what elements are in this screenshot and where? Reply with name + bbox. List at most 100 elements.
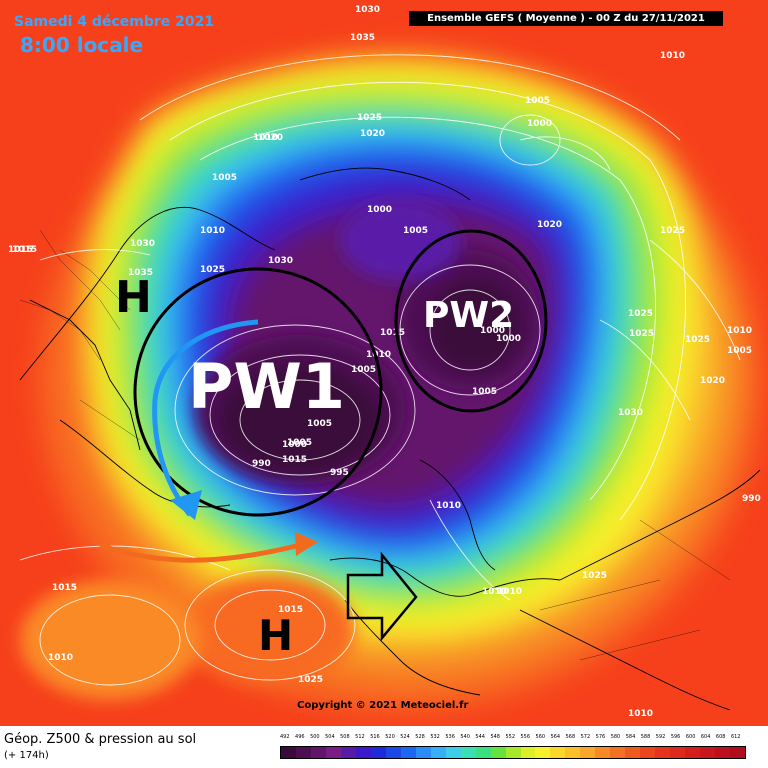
pressure-label: 1000: [282, 440, 307, 450]
colorbar-cell: [415, 747, 431, 758]
pressure-label: 1005: [307, 419, 332, 429]
colorbar: [280, 746, 746, 759]
pressure-label: 1010: [727, 326, 752, 336]
pressure-label: 1025: [200, 265, 225, 275]
flow-arrowhead-orange: [295, 532, 318, 556]
pressure-label: 1015: [8, 245, 33, 255]
colorbar-cell: [550, 747, 566, 758]
colorbar-tick-label: 512: [355, 734, 365, 740]
ensemble-run-label: Ensemble GEFS ( Moyenne ) - 00 Z du 27/1…: [409, 11, 723, 26]
pressure-label: 1010: [48, 653, 73, 663]
flow-arrow-orange: [99, 542, 301, 563]
pressure-label: 1015: [282, 455, 307, 465]
pressure-label: 1005: [472, 387, 497, 397]
pressure-label: 1005: [351, 365, 376, 375]
colorbar-cell: [535, 747, 551, 758]
pressure-label: 1025: [685, 335, 710, 345]
colorbar-tick-label: 532: [430, 734, 440, 740]
colorbar-cell: [355, 747, 371, 758]
colorbar-cell: [565, 747, 581, 758]
colorbar-cell: [685, 747, 701, 758]
pressure-label: 1035: [128, 268, 153, 278]
colorbar-tick-label: 576: [595, 734, 606, 740]
pressure-label: 1005: [525, 96, 550, 106]
colorbar-cell: [490, 747, 506, 758]
pressure-label: 1015: [380, 328, 405, 338]
pressure-label: 1010: [253, 133, 278, 143]
colorbar-cell: [295, 747, 311, 758]
pressure-label: 1025: [660, 226, 685, 236]
colorbar-tick-label: 544: [475, 734, 485, 740]
colorbar-tick-label: 596: [670, 734, 681, 740]
product-title: Géop. Z500 & pression au sol: [4, 732, 197, 747]
colorbar-tick-label: 548: [490, 734, 500, 740]
colorbar-tick-label: 608: [715, 734, 726, 740]
vortex-cores: [195, 200, 540, 485]
colorbar-tick-label: 580: [610, 734, 621, 740]
pressure-label: 1005: [727, 346, 752, 356]
pressure-label: 1005: [287, 438, 312, 448]
colorbar-cell: [475, 747, 491, 758]
pw1-circle: [133, 267, 383, 517]
pressure-label: 1010: [628, 709, 653, 719]
pressure-label: 1010: [436, 501, 461, 511]
pw2-label: PW2: [423, 295, 514, 336]
colorbar-tick-label: 592: [655, 734, 666, 740]
colorbar-tick-label: 528: [415, 734, 425, 740]
pressure-label: 1030: [618, 408, 643, 418]
colorbar-tick-label: 556: [520, 734, 531, 740]
colorbar-cell: [625, 747, 641, 758]
pressure-label: 1000: [527, 119, 552, 129]
colorbar-cell: [655, 747, 671, 758]
pressure-label: 1025: [357, 113, 382, 123]
forecast-time: 8:00 locale: [20, 33, 144, 57]
colorbar-cell: [385, 747, 401, 758]
pressure-label: 990: [252, 459, 271, 469]
colorbar-tick-label: 600: [685, 734, 696, 740]
colorbar-tick-label: 524: [400, 734, 410, 740]
pressure-label: 1030: [268, 256, 293, 266]
colorbar-labels: 492 496 500 504 508 512 516 520 524 528 532 536 540 5…: [280, 734, 746, 740]
pressure-label: 1010: [200, 226, 225, 236]
pressure-labels: 1030103510101005100010251020102010051000…: [8, 5, 761, 719]
pressure-label: 1015: [278, 605, 303, 615]
pressure-label: 1020: [537, 220, 562, 230]
high-label-atlantic: H: [258, 611, 293, 660]
pressure-label: 1015: [12, 245, 37, 255]
copyright-notice: Copyright © 2021 Meteociel.fr: [297, 700, 469, 711]
colorbar-cell: [715, 747, 731, 758]
pressure-label: 1015: [52, 583, 77, 593]
colorbar-tick-label: 604: [700, 734, 711, 740]
colorbar-cell: [400, 747, 416, 758]
colorbar-tick-label: 584: [625, 734, 636, 740]
colorbar-tick-label: 492: [280, 734, 290, 740]
colorbar-tick-label: 504: [325, 734, 335, 740]
pressure-label: 1030: [130, 239, 155, 249]
colorbar-tick-label: 500: [310, 734, 320, 740]
pressure-label: 1005: [403, 226, 428, 236]
pressure-label: 1020: [360, 129, 385, 139]
circulation-arrowhead-blue: [170, 490, 202, 520]
pressure-label: 1025: [582, 571, 607, 581]
colorbar-cell: [730, 747, 746, 758]
colorbar-tick-label: 508: [340, 734, 350, 740]
forecast-date: Samedi 4 décembre 2021: [14, 14, 215, 30]
colorbar-cell: [310, 747, 326, 758]
colorbar-tick-label: 560: [535, 734, 546, 740]
circulation-arrow-blue: [152, 319, 259, 517]
colorbar-tick-label: 568: [565, 734, 576, 740]
colorbar-cell: [580, 747, 596, 758]
colorbar-tick-label: 540: [460, 734, 470, 740]
pressure-label: 1000: [496, 334, 521, 344]
pressure-label: 1010: [366, 350, 391, 360]
pressure-label: 1010: [482, 587, 507, 597]
country-borders: [19, 229, 731, 661]
colorbar-tick-label: 516: [370, 734, 380, 740]
colorbar-cell: [700, 747, 716, 758]
colorbar-tick-label: 564: [550, 734, 561, 740]
pressure-label: 1000: [480, 326, 505, 336]
colorbar-cell: [505, 747, 521, 758]
pressure-label: 1000: [367, 205, 392, 215]
lead-time: (+ 174h): [4, 750, 49, 761]
